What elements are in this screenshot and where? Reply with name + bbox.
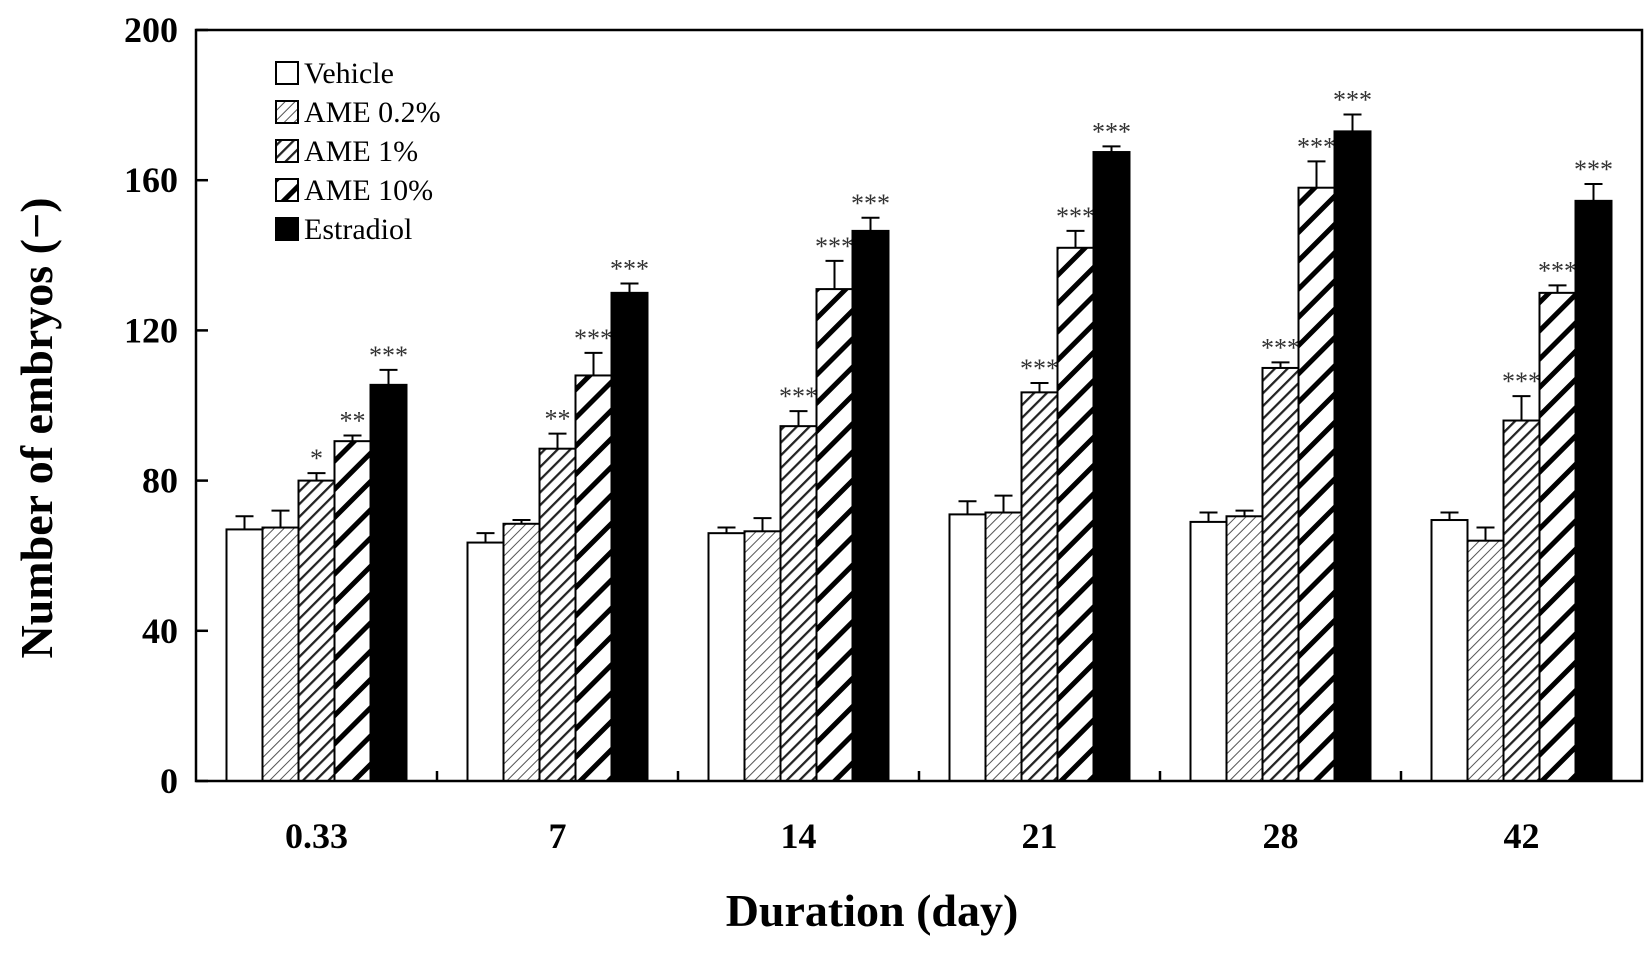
x-tick-label: 21: [1022, 816, 1058, 856]
significance-label: ***: [610, 254, 649, 283]
significance-label: ***: [779, 382, 818, 411]
legend-swatch: [275, 139, 299, 163]
y-tick-label: 0: [160, 761, 178, 801]
bar: [948, 513, 987, 783]
x-tick-label: 14: [781, 816, 817, 856]
bar: [261, 526, 300, 782]
y-tick-label: 120: [124, 310, 178, 350]
significance-label: ***: [1574, 155, 1613, 184]
significance-label: ***: [369, 341, 408, 370]
bar: [743, 530, 782, 782]
legend-label: AME 1%: [304, 135, 418, 168]
significance-label: ***: [815, 232, 854, 261]
legend-swatch: [275, 217, 299, 241]
bar: [779, 425, 818, 782]
bar: [815, 288, 854, 782]
y-tick-label: 40: [142, 611, 178, 651]
bar: [466, 541, 505, 782]
bar: [707, 532, 746, 782]
legend-label: Estradiol: [304, 213, 412, 246]
bar: [1189, 520, 1228, 783]
bar: [225, 528, 264, 782]
bar: [1056, 246, 1095, 783]
significance-label: ***: [1261, 333, 1300, 362]
legend-swatch: [275, 61, 299, 85]
y-axis-title: Number of embryos (−): [11, 197, 62, 658]
bar: [1020, 391, 1059, 782]
bar: [369, 383, 408, 782]
significance-label: ***: [1056, 202, 1095, 231]
bar: [1502, 419, 1541, 782]
significance-label: ***: [1502, 367, 1541, 396]
x-tick-label: 0.33: [285, 816, 348, 856]
bar: [1333, 130, 1372, 782]
significance-label: ***: [574, 324, 613, 353]
x-tick-label: 7: [549, 816, 567, 856]
legend-label: Vehicle: [304, 57, 394, 90]
significance-label: **: [545, 405, 571, 434]
y-tick-label: 200: [124, 10, 178, 50]
legend-swatch: [275, 100, 299, 124]
significance-label: ***: [1297, 132, 1336, 161]
bar: [1092, 151, 1131, 783]
bar: [333, 440, 372, 782]
legend-label: AME 0.2%: [304, 96, 441, 129]
x-tick-label: 42: [1504, 816, 1540, 856]
bar: [1430, 519, 1469, 783]
bar: [1225, 515, 1264, 783]
bar: [610, 291, 649, 782]
significance-label: **: [340, 407, 366, 436]
legend-label: AME 10%: [304, 174, 433, 207]
bar: [851, 229, 890, 782]
bar: [297, 479, 336, 782]
bar: [1297, 186, 1336, 782]
legend-swatch: [275, 178, 299, 202]
significance-label: ***: [1020, 354, 1059, 383]
bar: [574, 374, 613, 782]
bar: [1574, 199, 1613, 783]
y-tick-label: 80: [142, 461, 178, 501]
significance-label: ***: [1538, 256, 1577, 285]
bar: [1261, 366, 1300, 782]
bar: [1538, 291, 1577, 782]
x-axis-title: Duration (day): [726, 885, 1019, 936]
significance-label: ***: [1092, 117, 1131, 146]
significance-label: ***: [1333, 85, 1372, 114]
x-tick-label: 28: [1263, 816, 1299, 856]
bar: [502, 522, 541, 782]
significance-label: ***: [851, 189, 890, 218]
y-tick-label: 160: [124, 160, 178, 200]
bar: [984, 511, 1023, 783]
bar: [1466, 539, 1505, 782]
significance-label: *: [310, 444, 323, 473]
bar: [538, 447, 577, 782]
